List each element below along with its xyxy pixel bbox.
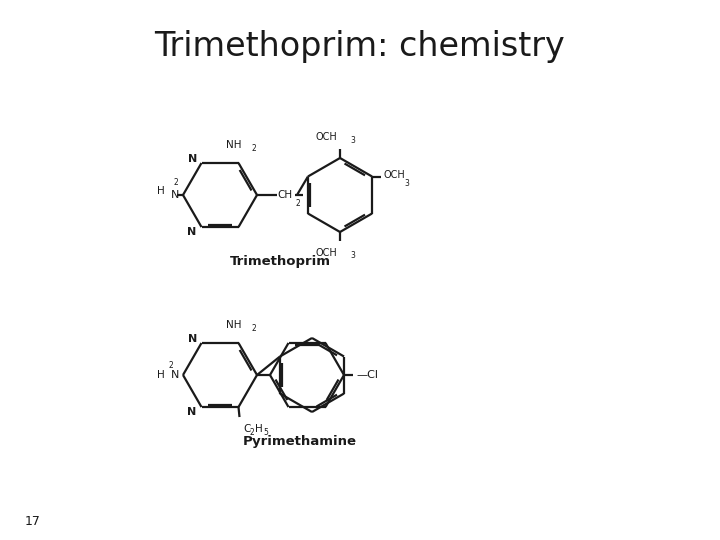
Text: 3: 3 [350,136,355,145]
Text: Trimethoprim: Trimethoprim [230,255,330,268]
Text: 2: 2 [295,199,300,208]
Text: Trimethoprim: chemistry: Trimethoprim: chemistry [155,30,565,63]
Text: NH: NH [226,320,241,330]
Text: —Cl: —Cl [356,370,378,380]
Text: N: N [171,370,179,380]
Text: H: H [157,186,165,196]
Text: N: N [188,334,197,344]
Text: Pyrimethamine: Pyrimethamine [243,435,357,448]
Text: NH: NH [226,140,241,150]
Text: 2: 2 [173,178,178,187]
Text: OCH: OCH [383,170,405,179]
Text: 17: 17 [25,515,41,528]
Text: 2: 2 [251,144,256,153]
Text: H: H [157,370,165,380]
Text: 2: 2 [250,428,254,437]
Text: 2: 2 [251,324,256,333]
Text: 2: 2 [168,361,173,370]
Text: N: N [187,407,197,417]
Text: N: N [187,227,197,237]
Text: C: C [243,424,251,434]
Text: 3: 3 [404,179,409,188]
Text: 3: 3 [350,251,355,260]
Text: OCH: OCH [315,248,337,258]
Text: N: N [171,190,179,200]
Text: CH: CH [277,190,292,200]
Text: N: N [188,154,197,164]
Text: OCH: OCH [315,132,337,142]
Text: 5: 5 [264,428,269,437]
Text: H: H [256,424,264,434]
